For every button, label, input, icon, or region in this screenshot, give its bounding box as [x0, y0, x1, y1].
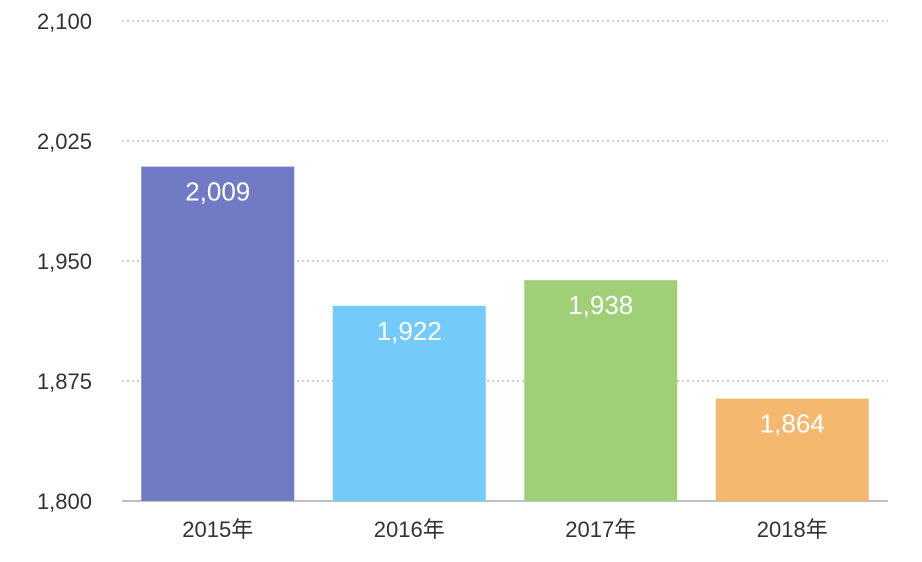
bar-value-label: 1,938 — [568, 290, 633, 320]
y-tick-label: 1,800 — [37, 489, 92, 514]
y-tick-label: 1,875 — [37, 369, 92, 394]
bar-value-label: 2,009 — [185, 177, 250, 207]
y-tick-label: 2,025 — [37, 129, 92, 154]
x-tick-label: 2018年 — [757, 517, 828, 542]
bar-value-label: 1,864 — [760, 409, 825, 439]
x-tick-label: 2015年 — [182, 517, 253, 542]
bar[interactable] — [715, 398, 869, 501]
y-tick-label: 2,100 — [37, 9, 92, 34]
y-tick-label: 1,950 — [37, 249, 92, 274]
x-tick-label: 2016年 — [374, 517, 445, 542]
bar[interactable] — [524, 280, 678, 501]
bar[interactable] — [332, 305, 486, 501]
bar[interactable] — [141, 166, 295, 501]
bar-value-label: 1,922 — [377, 316, 442, 346]
x-tick-label: 2017年 — [565, 517, 636, 542]
